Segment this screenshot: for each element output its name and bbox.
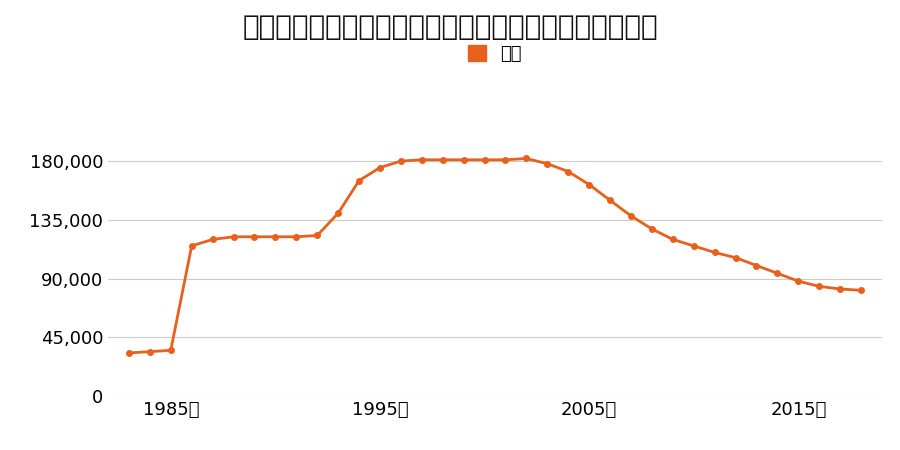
Text: 鳥取県鳥取市賀露町字上浜１７０３番１８２の地価推移: 鳥取県鳥取市賀露町字上浜１７０３番１８２の地価推移	[242, 14, 658, 41]
Legend: 価格: 価格	[468, 45, 522, 63]
